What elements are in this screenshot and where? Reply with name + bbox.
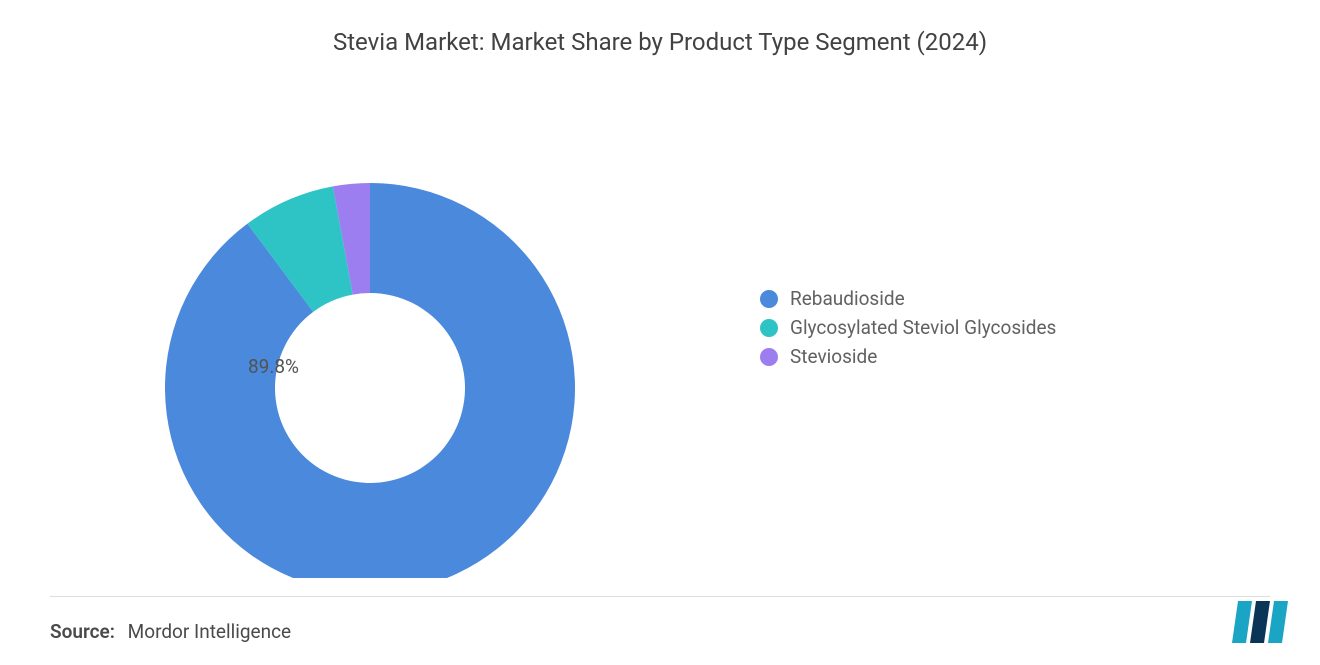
source-prefix: Source: <box>50 620 115 643</box>
chart-zone: 89.8% <box>0 80 740 575</box>
legend-swatch-icon <box>760 319 778 337</box>
source-text: Mordor Intelligence <box>128 620 291 643</box>
legend-label: Stevioside <box>790 345 877 368</box>
chart-title: Stevia Market: Market Share by Product T… <box>0 0 1320 56</box>
legend-item: Stevioside <box>760 345 1320 368</box>
content-row: 89.8% Rebaudioside Glycosylated Steviol … <box>0 80 1320 575</box>
footer-divider <box>50 596 1270 597</box>
legend-swatch-icon <box>760 348 778 366</box>
logo-bar-icon <box>1268 601 1288 643</box>
legend-swatch-icon <box>760 290 778 308</box>
legend: Rebaudioside Glycosylated Steviol Glycos… <box>740 281 1320 374</box>
source-footer: Source: Mordor Intelligence <box>50 620 291 643</box>
logo-bar-icon <box>1250 601 1270 643</box>
legend-item: Glycosylated Steviol Glycosides <box>760 316 1320 339</box>
legend-label: Rebaudioside <box>790 287 905 310</box>
slice-value-label: 89.8% <box>248 355 299 378</box>
brand-logo-icon <box>1232 601 1292 647</box>
logo-bar-icon <box>1232 601 1252 643</box>
donut-chart <box>0 78 740 578</box>
legend-item: Rebaudioside <box>760 287 1320 310</box>
legend-label: Glycosylated Steviol Glycosides <box>790 316 1056 339</box>
